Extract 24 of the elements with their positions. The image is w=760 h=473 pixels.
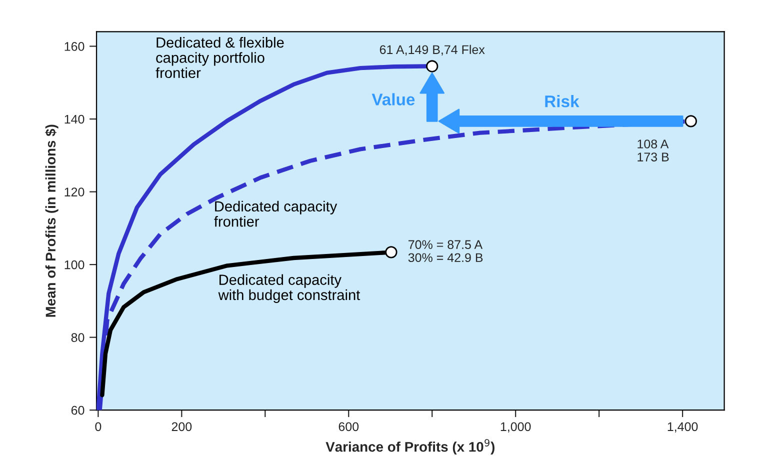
x-tick-label: 200 [172, 422, 192, 432]
y-tick-label: 120 [64, 188, 84, 196]
y-tick-label: 60 [71, 406, 84, 415]
y-axis-title: Mean of Profits (in millions $) [45, 124, 58, 317]
annotation: Risk [545, 95, 580, 108]
x-tick-label: 1,000 [500, 422, 531, 433]
annotation: Dedicated capacity with budget constraint [218, 274, 360, 304]
x-axis-title: Variance of Profits (x 10$^{9}$) [326, 439, 494, 455]
annotation: 70% = 87.5 A 30% = 42.9 B [408, 240, 483, 262]
point [385, 246, 398, 258]
x-tick-label: 0 [95, 422, 102, 432]
annotation: 61 A,149 B,74 Flex [380, 44, 485, 56]
annotation: Value [372, 93, 415, 106]
point [426, 60, 438, 72]
y-tick-label: 140 [64, 114, 84, 124]
point [684, 115, 697, 128]
annotation: Dedicated capacity frontier [214, 200, 338, 227]
y-tick-label: 160 [64, 42, 84, 51]
y-tick-label: 80 [71, 333, 84, 342]
annotation: Dedicated & flexible capacity portfolio frontier [156, 36, 284, 78]
x-tick-label: 1,400 [668, 422, 698, 433]
x-tick-label: 600 [338, 422, 359, 432]
annotation: 108 A 173 B [638, 140, 669, 162]
y-tick-label: 100 [64, 260, 84, 270]
